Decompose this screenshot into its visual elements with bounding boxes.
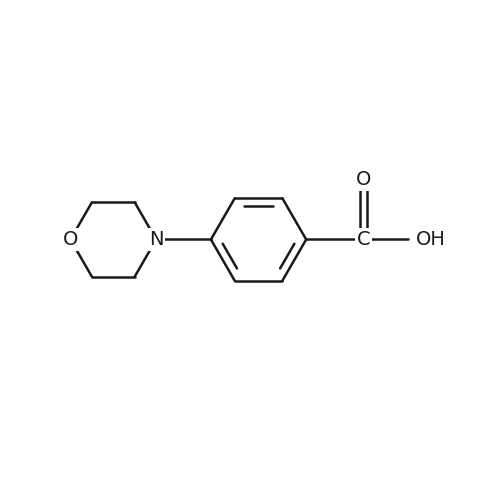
Text: O: O <box>355 171 371 190</box>
Text: N: N <box>149 230 163 249</box>
Text: OH: OH <box>416 230 445 249</box>
Text: C: C <box>356 230 370 249</box>
Text: O: O <box>63 230 78 249</box>
